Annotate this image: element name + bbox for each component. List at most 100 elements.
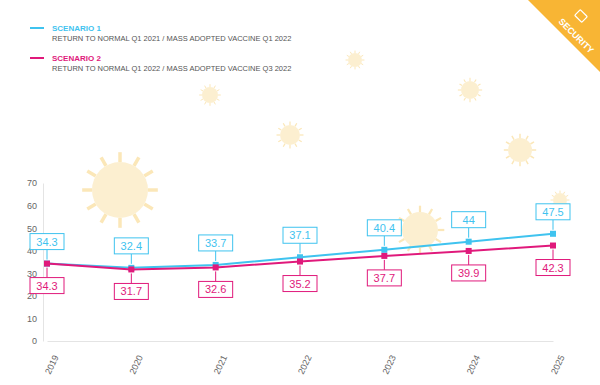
virus-spike <box>506 142 510 144</box>
virus-icon <box>458 78 482 102</box>
virus-spike <box>277 134 281 135</box>
x-tick-label: 2024 <box>465 353 483 375</box>
virus-icon <box>346 51 365 70</box>
virus-spike <box>283 144 285 147</box>
virus-spike <box>201 90 203 91</box>
virus-spike <box>134 214 139 222</box>
data-label: 34.3 <box>30 234 64 260</box>
virus-spike <box>552 195 554 196</box>
virus-spike <box>87 171 95 176</box>
virus-body <box>348 53 362 67</box>
virus-spike <box>560 191 561 193</box>
virus-spike <box>299 140 302 142</box>
data-label-connector <box>47 250 48 260</box>
virus-spike <box>459 95 462 97</box>
data-label-connector <box>47 268 48 278</box>
data-label-box <box>452 212 486 228</box>
badge-text: SECURITY <box>556 16 595 55</box>
data-label-box <box>199 281 233 297</box>
virus-spike <box>512 136 514 140</box>
y-tick: 0 <box>32 336 43 346</box>
data-label-box <box>283 227 317 243</box>
virus-spike <box>217 99 219 100</box>
virus-spike <box>361 55 363 56</box>
virus-body <box>280 125 300 145</box>
data-label-text: 34.3 <box>36 236 57 248</box>
data-label: 32.6 <box>199 271 233 297</box>
data-label-box <box>367 270 401 286</box>
virus-body <box>508 138 532 162</box>
virus-spike <box>214 86 215 88</box>
virus-spike <box>210 103 211 106</box>
virus-spike <box>555 192 556 194</box>
virus-spike <box>278 140 281 142</box>
virus-spike <box>350 66 351 68</box>
y-tick: 70 <box>27 178 43 188</box>
series-marker <box>381 253 387 259</box>
virus-spike <box>459 84 462 86</box>
data-label-text: 47.5 <box>542 206 563 218</box>
virus-spike <box>346 60 348 61</box>
virus-body <box>202 87 218 103</box>
data-label-text: 32.6 <box>205 283 226 295</box>
virus-spike <box>355 67 356 69</box>
virus-spike <box>469 78 470 81</box>
virus-spike <box>359 66 360 68</box>
virus-spike <box>148 188 158 192</box>
virus-spike <box>438 229 444 231</box>
x-tick: 2025 <box>549 341 567 376</box>
data-label-connector <box>300 243 301 253</box>
data-label-connector <box>300 266 301 276</box>
virus-icon <box>277 122 304 149</box>
x-tick: 2020 <box>127 341 145 376</box>
virus-spike <box>82 188 92 192</box>
legend-item: SCENARIO 2RETURN TO NORMAL Q1 2022 / MAS… <box>30 54 291 73</box>
y-tick-label: 70 <box>27 178 37 188</box>
legend-swatch <box>30 57 44 59</box>
data-label-connector <box>131 254 132 264</box>
data-label-connector <box>384 236 385 246</box>
data-label-connector <box>131 273 132 283</box>
y-tick-label: 0 <box>32 336 37 346</box>
virus-spike <box>519 162 521 166</box>
virus-spike <box>526 136 528 140</box>
x-tick-label: 2022 <box>296 353 314 375</box>
data-label-text: 33.7 <box>205 237 226 249</box>
data-label: 47.5 <box>536 204 570 230</box>
virus-spike <box>295 144 297 147</box>
data-label-text: 34.3 <box>36 280 57 292</box>
data-label: 37.7 <box>367 260 401 286</box>
virus-spike <box>436 239 441 242</box>
x-tick: 2019 <box>43 341 61 376</box>
data-label-text: 42.3 <box>542 262 563 274</box>
data-label-box <box>536 260 570 276</box>
virus-spike <box>469 99 470 102</box>
data-label-connector <box>384 260 385 270</box>
virus-spike <box>87 204 95 209</box>
virus-spike <box>214 102 215 104</box>
virus-spike <box>355 51 356 53</box>
virus-spike <box>479 89 482 90</box>
virus-spike <box>478 95 481 97</box>
data-label-box <box>452 265 486 281</box>
virus-spike <box>347 64 349 65</box>
virus-spike <box>408 209 411 214</box>
x-tick: 2022 <box>296 341 314 376</box>
y-tick: 60 <box>27 201 43 211</box>
data-label-text: 44 <box>463 214 475 226</box>
data-label: 31.7 <box>114 273 148 299</box>
virus-spike <box>295 123 297 126</box>
virus-spike <box>464 98 466 101</box>
y-tick: 10 <box>27 314 43 324</box>
data-label: 40.4 <box>367 220 401 246</box>
data-label-box <box>367 220 401 236</box>
virus-spike <box>118 152 122 162</box>
x-tick: 2024 <box>465 341 483 376</box>
x-axis: 2019202020212022202320242025 <box>43 341 567 376</box>
x-tick-label: 2020 <box>127 353 145 375</box>
virus-spike <box>419 206 421 212</box>
background-decoration <box>82 51 569 255</box>
virus-icon <box>199 84 221 106</box>
data-label-text: 40.4 <box>374 222 395 234</box>
x-tick-label: 2025 <box>549 353 567 375</box>
